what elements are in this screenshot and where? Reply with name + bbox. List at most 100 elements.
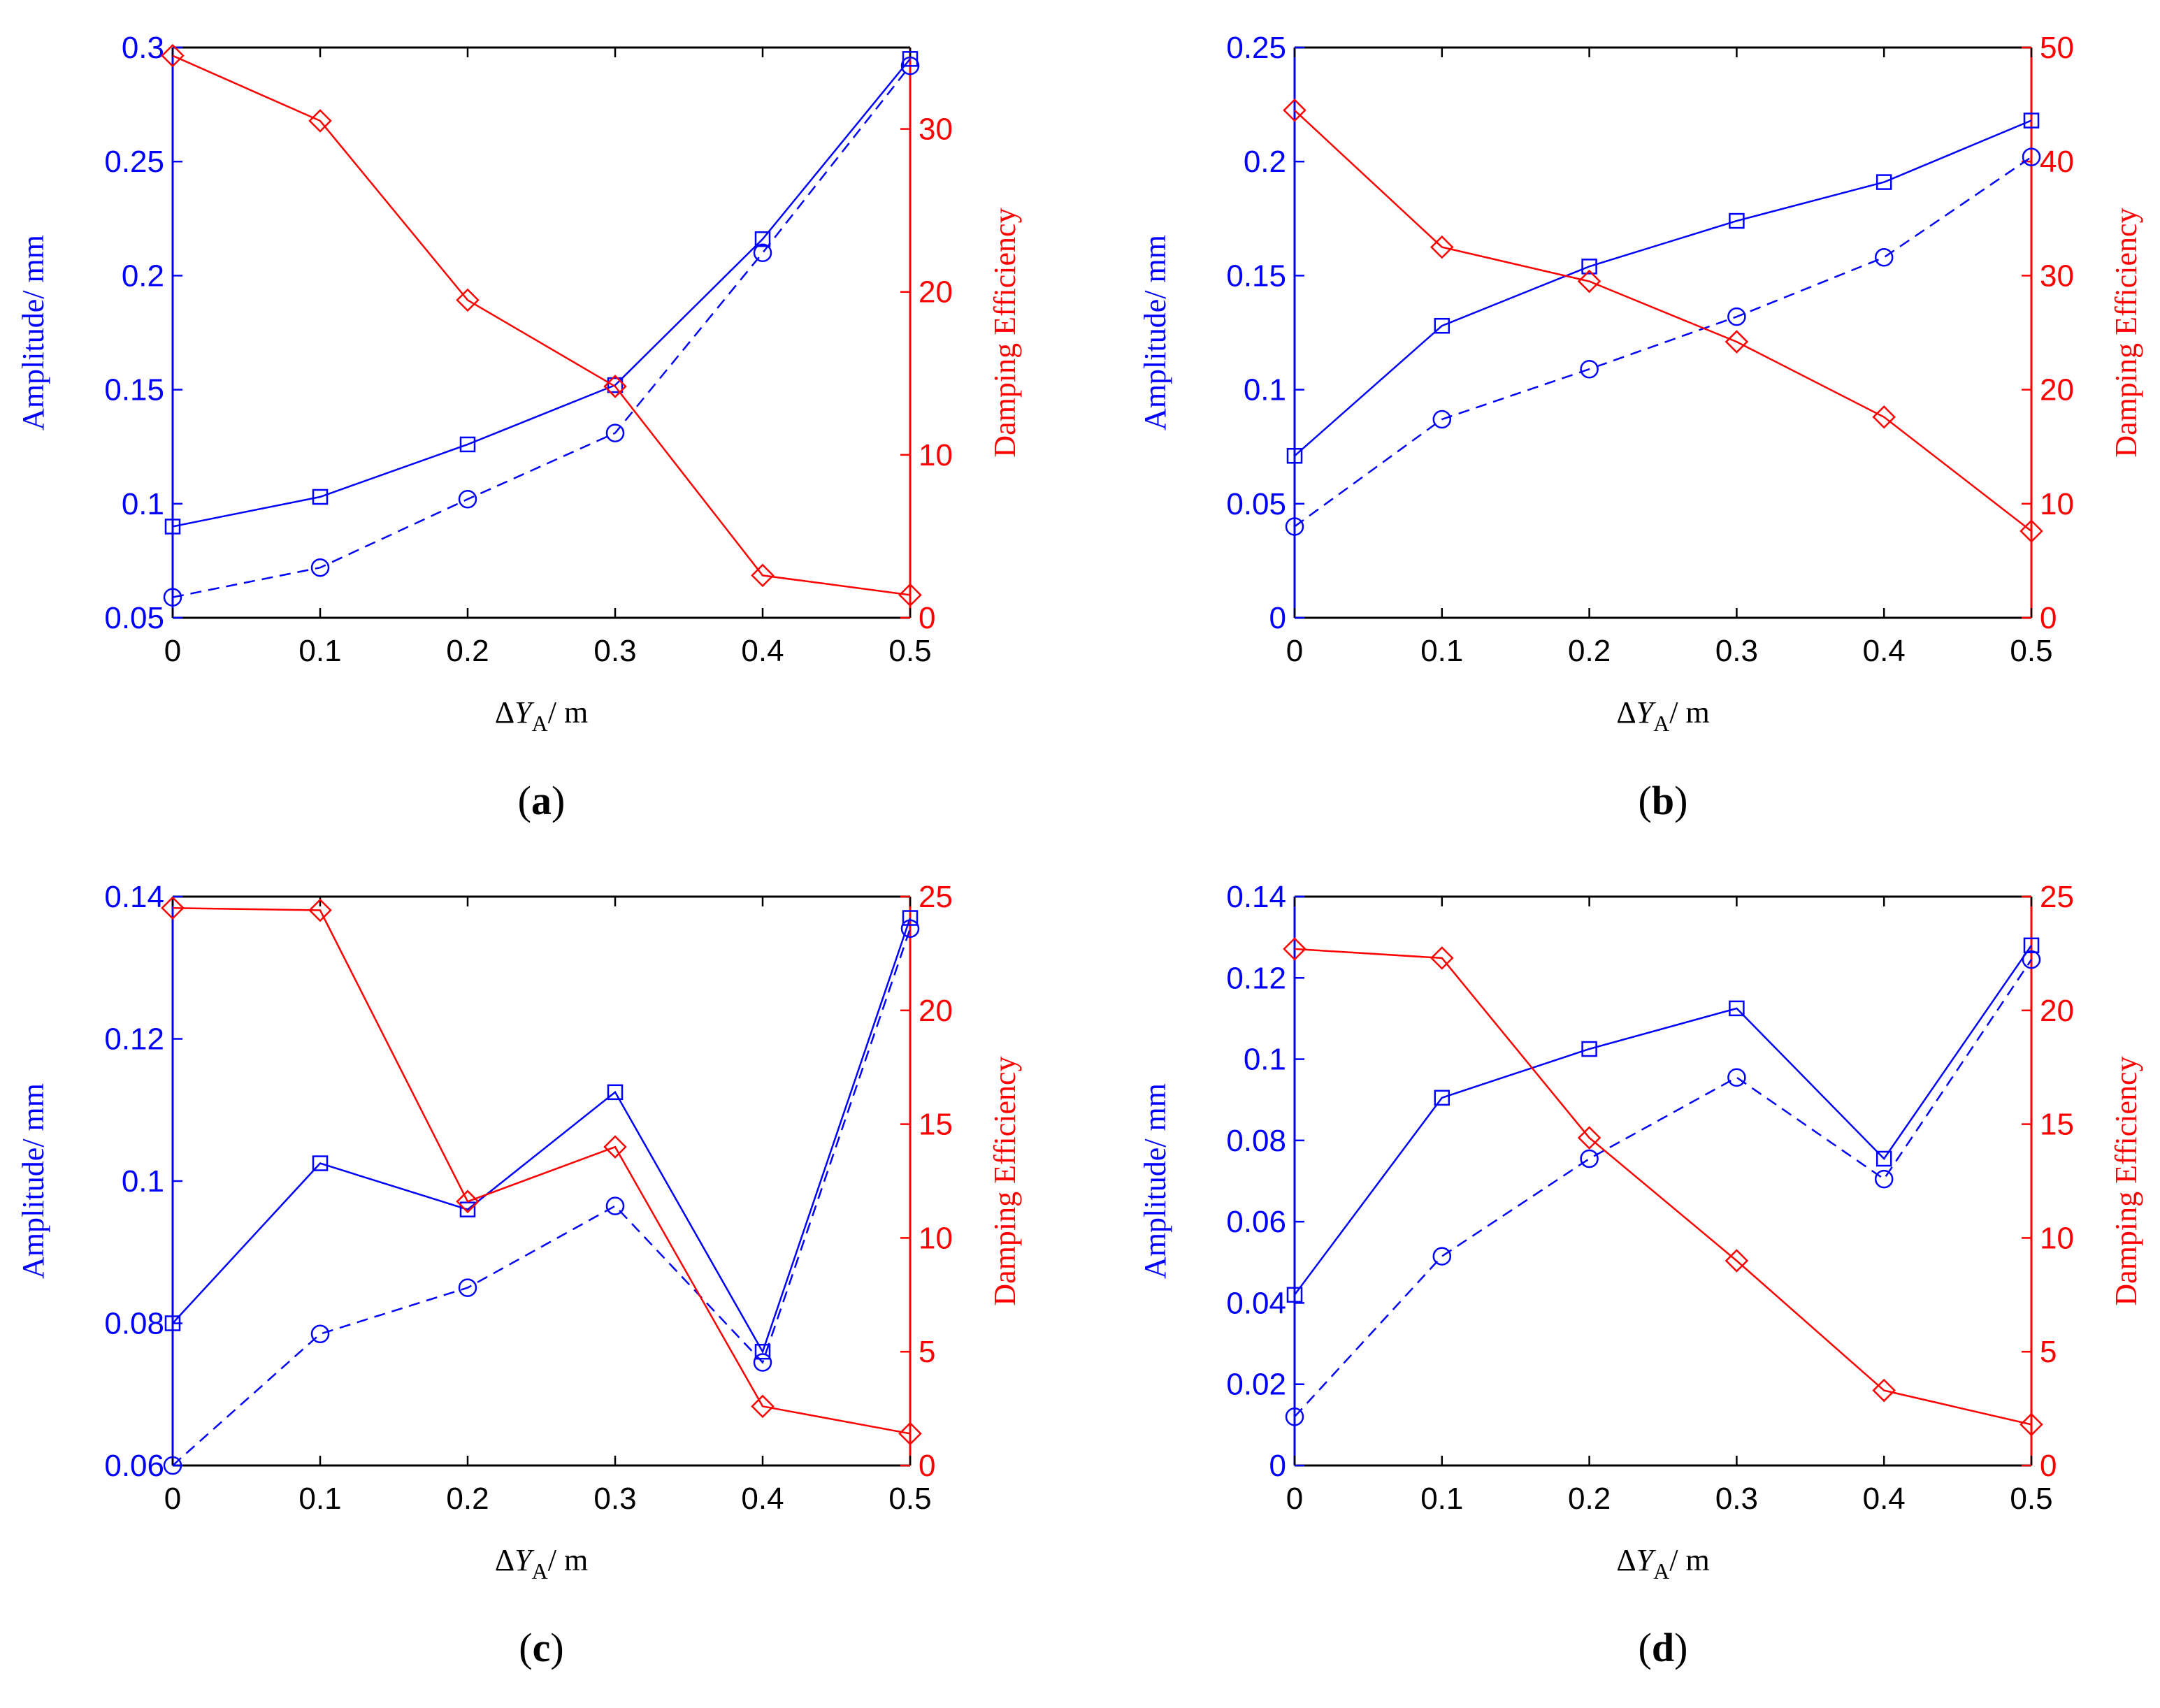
right-y-tick-label: 10 — [919, 1221, 953, 1255]
right-y-axis-label: Damping Efficiency — [988, 208, 1022, 457]
x-tick-label: 0 — [164, 1482, 181, 1516]
left-y-tick-label: 0.08 — [104, 1307, 164, 1341]
data-point-damping-efficiency — [603, 375, 627, 398]
data-point-damping-efficiency — [1872, 405, 1896, 429]
data-point-amplitude-circle — [753, 243, 772, 263]
data-point-amplitude-circle — [458, 490, 477, 509]
data-point-amplitude-circle — [1432, 1247, 1452, 1266]
data-point-amplitude-square — [164, 519, 181, 535]
right-y-tick-label: 10 — [2040, 1221, 2074, 1255]
x-tick-label: 0.3 — [1715, 1482, 1758, 1516]
x-tick-label: 0.2 — [1568, 1482, 1611, 1516]
left-y-tick-label: 0.2 — [1244, 145, 1286, 179]
data-point-damping-efficiency — [603, 1135, 627, 1159]
data-point-amplitude-square — [607, 377, 624, 393]
data-point-damping-efficiency — [308, 109, 332, 133]
data-point-amplitude-square — [1729, 1000, 1745, 1017]
data-point-amplitude-circle — [1874, 248, 1894, 267]
data-point-damping-efficiency — [456, 1189, 480, 1214]
x-tick-label: 0.2 — [446, 1482, 489, 1516]
series-line-amplitude-circle — [172, 65, 911, 598]
data-point-amplitude-square — [607, 1084, 624, 1101]
left-y-tick-label: 0.15 — [104, 373, 164, 407]
left-y-tick-label: 0.06 — [1226, 1205, 1286, 1239]
data-point-damping-efficiency — [1430, 946, 1454, 970]
left-y-axis-label: Amplitude/ mm — [1138, 1083, 1172, 1279]
left-y-tick-label: 0 — [1269, 1449, 1286, 1483]
series-line-damping-efficiency — [1294, 948, 2032, 1426]
data-point-amplitude-square — [459, 1201, 476, 1217]
data-point-amplitude-square — [1875, 1150, 1892, 1167]
data-point-amplitude-circle — [2022, 950, 2041, 969]
series-line-damping-efficiency — [172, 907, 911, 1435]
data-point-damping-efficiency — [161, 896, 185, 920]
panel-caption: (c) — [519, 1625, 563, 1670]
right-y-tick-label: 30 — [2040, 259, 2074, 293]
left-y-tick-label: 0.05 — [104, 601, 164, 635]
left-y-tick-label: 0.06 — [104, 1449, 164, 1483]
data-point-damping-efficiency — [1283, 937, 1306, 961]
data-point-amplitude-circle — [1285, 1407, 1304, 1426]
data-point-amplitude-square — [1581, 259, 1597, 275]
data-point-amplitude-square — [312, 1155, 329, 1171]
data-point-damping-efficiency — [2019, 1412, 2043, 1437]
left-y-tick-label: 0.25 — [104, 145, 164, 179]
right-y-tick-label: 25 — [2040, 880, 2074, 914]
data-point-amplitude-circle — [1727, 307, 1746, 326]
data-point-amplitude-square — [459, 436, 476, 453]
x-tick-label: 0.3 — [1715, 634, 1758, 668]
left-y-tick-label: 0.02 — [1226, 1368, 1286, 1402]
x-tick-label: 0 — [1286, 634, 1303, 668]
right-y-tick-label: 5 — [919, 1335, 935, 1369]
x-tick-label: 0.4 — [741, 1482, 784, 1516]
x-tick-label: 0 — [1286, 1482, 1303, 1516]
right-y-tick-label: 20 — [2040, 373, 2074, 407]
left-y-tick-label: 0.1 — [1244, 373, 1286, 407]
data-point-amplitude-square — [312, 488, 329, 505]
series-line-amplitude-square — [172, 58, 911, 528]
data-point-amplitude-circle — [753, 1353, 772, 1372]
x-axis-label: ΔYA/ m — [1616, 1543, 1709, 1584]
series-line-amplitude-square — [1293, 945, 2033, 1296]
data-point-amplitude-square — [1875, 174, 1892, 190]
right-y-tick-label: 0 — [2040, 601, 2057, 635]
data-point-amplitude-circle — [310, 1324, 330, 1344]
data-point-damping-efficiency — [308, 898, 332, 922]
right-y-tick-label: 20 — [919, 275, 953, 310]
data-point-amplitude-circle — [1285, 517, 1304, 536]
x-tick-label: 0.3 — [593, 634, 636, 668]
data-point-amplitude-square — [754, 231, 771, 247]
left-y-tick-label: 0.12 — [1226, 961, 1286, 995]
data-point-amplitude-square — [1434, 1090, 1450, 1106]
data-point-amplitude-square — [1581, 1041, 1597, 1057]
right-y-tick-label: 50 — [2040, 31, 2074, 65]
panel-caption: (d) — [1639, 1625, 1688, 1670]
left-y-tick-label: 0.1 — [122, 487, 164, 521]
x-tick-label: 0.5 — [888, 1482, 931, 1516]
right-y-tick-label: 15 — [2040, 1108, 2074, 1142]
x-tick-label: 0.1 — [298, 634, 341, 668]
left-y-tick-label: 0.05 — [1226, 487, 1286, 521]
data-point-amplitude-circle — [605, 1196, 625, 1215]
data-point-damping-efficiency — [456, 288, 480, 312]
data-point-damping-efficiency — [161, 43, 185, 68]
series-line-amplitude-circle — [1294, 959, 2033, 1418]
x-tick-label: 0.5 — [888, 634, 931, 668]
data-point-amplitude-square — [902, 910, 919, 926]
series-line-amplitude-square — [172, 918, 912, 1354]
chart-panel-a: 0 0.1 0.2 0.3 0.4 0.5 0.05 0.1 0.15 0.2 0.25 0.3 0 10… — [16, 31, 1022, 823]
data-point-damping-efficiency — [1725, 1249, 1749, 1273]
data-point-damping-efficiency — [1725, 330, 1749, 354]
left-y-tick-label: 0.08 — [1226, 1124, 1286, 1158]
right-y-tick-label: 30 — [919, 113, 953, 147]
data-point-amplitude-circle — [1727, 1068, 1746, 1087]
right-y-tick-label: 0 — [2040, 1449, 2057, 1483]
data-point-damping-efficiency — [1430, 235, 1454, 259]
x-tick-label: 0.1 — [298, 1482, 341, 1516]
data-point-amplitude-square — [2023, 937, 2040, 954]
right-y-tick-label: 0 — [919, 1449, 935, 1483]
x-tick-label: 0.1 — [1420, 634, 1463, 668]
x-tick-label: 0.5 — [2010, 634, 2052, 668]
x-tick-label: 0 — [164, 634, 181, 668]
data-point-damping-efficiency — [898, 1421, 922, 1446]
